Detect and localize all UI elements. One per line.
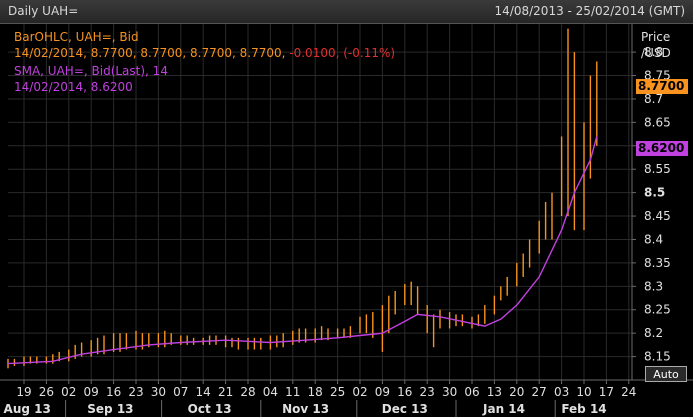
price-axis-title-line2: /USD xyxy=(641,46,671,60)
date-tick-label: 23 xyxy=(128,385,143,399)
price-tick-label: 8.65 xyxy=(644,115,671,129)
date-tick-label: 19 xyxy=(16,385,31,399)
date-tick-label: 20 xyxy=(509,385,524,399)
legend-ohlc-name[interactable]: BarOHLC, UAH=, Bid xyxy=(14,30,139,44)
date-tick-label: 18 xyxy=(308,385,323,399)
sma-value-tag: 8.6200 xyxy=(636,141,688,156)
date-tick-label: 30 xyxy=(442,385,457,399)
price-tick-label: 8.8 xyxy=(644,45,663,59)
sma-series xyxy=(7,136,598,365)
price-tick-label: 8.2 xyxy=(644,326,663,340)
month-label: Feb 14 xyxy=(561,402,606,416)
ohlc-series xyxy=(7,28,598,369)
month-label: Oct 13 xyxy=(188,402,232,416)
date-tick-label: 07 xyxy=(173,385,188,399)
date-tick-label: 16 xyxy=(397,385,412,399)
legend-ohlc-values-text: 14/02/2014, 8.7700, 8.7700, 8.7700, 8.77… xyxy=(14,46,286,60)
legend-sma-name[interactable]: SMA, UAH=, Bid(Last), 14 xyxy=(14,64,168,78)
date-tick-label: 16 xyxy=(106,385,121,399)
date-tick-label: 10 xyxy=(576,385,591,399)
date-tick-label: 27 xyxy=(532,385,547,399)
date-tick-label: 21 xyxy=(218,385,233,399)
price-axis[interactable]: 8.158.28.258.38.358.48.458.58.558.68.658… xyxy=(631,24,671,380)
date-tick-label: 17 xyxy=(599,385,614,399)
date-tick-label: 02 xyxy=(61,385,76,399)
month-label: Sep 13 xyxy=(87,402,133,416)
sma-line xyxy=(7,136,598,365)
date-tick-label: 06 xyxy=(464,385,479,399)
month-label: Nov 13 xyxy=(282,402,329,416)
legend-ohlc-change: -0.0100, (-0.11%) xyxy=(289,46,396,60)
price-tick-label: 8.45 xyxy=(644,209,671,223)
date-tick-label: 23 xyxy=(420,385,435,399)
date-tick-label: 14 xyxy=(196,385,211,399)
date-tick-label: 30 xyxy=(151,385,166,399)
month-label: Dec 13 xyxy=(382,402,428,416)
date-tick-label: 26 xyxy=(39,385,54,399)
title-bar: Daily UAH= 14/08/2013 - 25/02/2014 (GMT) xyxy=(0,0,693,24)
date-tick-label: 04 xyxy=(263,385,278,399)
date-tick-label: 09 xyxy=(375,385,390,399)
price-tick-label: 8.5 xyxy=(644,186,665,200)
date-tick-label: 24 xyxy=(621,385,636,399)
date-tick-label: 09 xyxy=(84,385,99,399)
date-tick-label: 03 xyxy=(554,385,569,399)
auto-scale-button[interactable]: Auto xyxy=(645,366,687,382)
price-tick-label: 8.35 xyxy=(644,256,671,270)
price-axis-title: Price /USD xyxy=(641,29,671,61)
price-tick-label: 8.7 xyxy=(644,92,663,106)
date-axis[interactable]: 19 26 02 09 16 23 30 07 14 21 28 04 11 18 25 02 09 16 23 30… xyxy=(0,379,693,417)
price-tick-label: 8.55 xyxy=(644,162,671,176)
legend-ohlc-values: 14/02/2014, 8.7700, 8.7700, 8.7700, 8.77… xyxy=(14,46,395,60)
date-tick-label: 25 xyxy=(330,385,345,399)
month-label: Jan 14 xyxy=(482,402,525,416)
date-tick-label: 28 xyxy=(240,385,255,399)
last-price-tag: 8.7700 xyxy=(636,79,688,94)
month-label: Aug 13 xyxy=(4,402,51,416)
price-tick-label: 8.25 xyxy=(644,303,671,317)
price-tick-label: 8.3 xyxy=(644,279,663,293)
chart-title: Daily UAH= xyxy=(8,4,79,18)
date-range: 14/08/2013 - 25/02/2014 (GMT) xyxy=(494,4,685,18)
price-axis-title-line1: Price xyxy=(641,30,671,44)
date-tick-label: 11 xyxy=(285,385,300,399)
grid-lines xyxy=(8,24,632,380)
price-tick-label: 8.4 xyxy=(644,232,663,246)
date-tick-label: 13 xyxy=(487,385,502,399)
legend-sma-values: 14/02/2014, 8.6200 xyxy=(14,80,133,94)
date-tick-label: 02 xyxy=(352,385,367,399)
price-tick-label: 8.15 xyxy=(644,350,671,364)
